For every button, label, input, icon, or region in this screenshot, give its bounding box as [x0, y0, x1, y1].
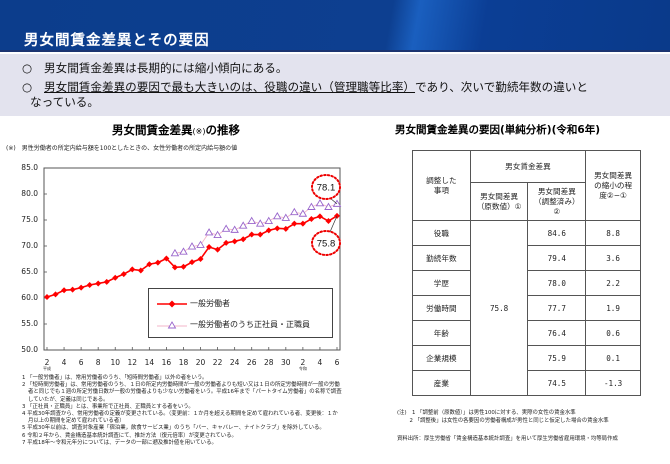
red-diamond-line-icon — [157, 300, 187, 307]
footnote: 2 「短時間労働者」は、常用労働者のうち、１日の所定内労働時間が一般の労働者より… — [22, 382, 342, 403]
bullet-underlined-text: 男女間賃金差異の要因で最も大きいのは、役職の違い（管理職等比率） — [44, 80, 416, 94]
x-tick-label: 22 — [212, 358, 223, 367]
bullet-text: であり、次いで勤続年数の違いと — [415, 80, 588, 94]
summary-bullet-1: ○ 男女間賃金差異は長期的には縮小傾向にある。 — [22, 61, 287, 76]
header-reduction: 男女間差異の縮小の程度②−① — [585, 150, 641, 221]
footnote: 6 令和２年から、賃金構造基本統計調査にて、推計方法（復元倍率）が変更されている… — [22, 432, 237, 439]
chart-title: 男女間賃金差異(※)の推移 — [112, 123, 240, 137]
header-adjusted-item: 調整した事項 — [412, 150, 471, 221]
adjusted-value: 75.9 — [527, 345, 587, 371]
adjusted-value: 76.4 — [527, 320, 587, 346]
reduction-value: 2.2 — [585, 270, 641, 296]
x-tick-label: 8 — [95, 358, 101, 367]
table-row: 企業規模 75.9 0.1 — [412, 345, 641, 371]
reduction-value: 3.6 — [585, 245, 641, 271]
x-tick-label: 2 平成 — [43, 358, 51, 371]
raw-value-cell: 75.8 — [469, 220, 529, 396]
x-tick-label: 4 — [317, 358, 323, 367]
factor-name: 企業規模 — [412, 345, 471, 371]
factor-name: 労働時間 — [412, 295, 471, 321]
svg-text:78.1: 78.1 — [317, 183, 336, 194]
summary-box: ○ 男女間賃金差異は長期的には縮小傾向にある。 ○ 男女間賃金差異の要因で最も大きい… — [0, 54, 670, 116]
x-tick-label: 20 — [195, 358, 206, 367]
y-tick-label: 55.0 — [21, 319, 38, 328]
footnote: 7 平成18年～令和元年分については、データの一部に遡及推計値を用いている。 — [22, 439, 217, 446]
reduction-value: 0.6 — [585, 320, 641, 346]
adjusted-value: 74.5 — [527, 370, 587, 396]
factor-name: 年齢 — [412, 320, 471, 346]
x-tick-label: 26 — [246, 358, 257, 367]
table-row: 役職 75.8 84.6 8.8 — [412, 220, 641, 396]
table-row: 学歴 78.0 2.2 — [412, 270, 641, 296]
x-tick-label: 24 — [229, 358, 240, 367]
factor-name: 役職 — [412, 220, 471, 246]
x-tick-label: 10 — [110, 358, 120, 367]
chart-footnotes: 1 「一般労働者」は、常用労働者のうち、「短時間労働者」以外の者をいう。 2 「短… — [22, 375, 342, 447]
slide-title: 男女間賃金差異とその要因 — [24, 33, 210, 49]
triangle-line-icon — [157, 320, 187, 328]
x-tick-label: 4 — [61, 358, 67, 367]
y-tick-label: 80.0 — [21, 189, 38, 198]
header-adjusted-value: 男女間差異（調整済み）② — [527, 182, 587, 221]
x-tick-label: 18 — [178, 358, 189, 367]
plot-area: 78.1 75.8 — [43, 167, 342, 351]
table-note: 2 「調整後」は女性の各要因の労働者構成が男性と同じと仮定した場合の賃金水準 — [397, 418, 609, 424]
chart-note: (※) 男性労働者の所定内給与額を100としたときの、女性労働者の所定内給与額の… — [6, 145, 238, 152]
reduction-value: 0.1 — [585, 345, 641, 371]
bullet-continuation: なっている。 — [30, 95, 99, 109]
table-row: 労働時間 77.7 1.9 — [412, 295, 641, 321]
factor-name: 学歴 — [412, 270, 471, 296]
slide-header: 男女間賃金差異とその要因 — [0, 0, 670, 52]
table-source: 資料出所：厚生労働省「賃金構造基本統計調査」を用いて厚生労働省雇用環境・均等局作… — [397, 436, 618, 442]
wage-gap-factors-table: 調整した事項 男女賃金差異 男女間差異の縮小の程度②−① 男女間差異（原数値）①… — [412, 150, 641, 396]
y-tick-label: 75.0 — [21, 215, 38, 224]
factor-name: 産業 — [412, 370, 471, 396]
reduction-value: 8.8 — [585, 220, 641, 246]
x-tick-label: 6 — [78, 358, 84, 367]
summary-bullet-2: ○ 男女間賃金差異の要因で最も大きいのは、役職の違い（管理職等比率）であり、次いで… — [22, 80, 652, 110]
footnote: 4 平成30年調査から、常用労働者の定義が変更されている。（変更前：１か月を超え… — [22, 411, 338, 425]
x-tick-label: 6 — [334, 358, 340, 367]
header-wage-gap-group: 男女賃金差異 — [469, 150, 587, 183]
y-tick-label: 60.0 — [21, 293, 38, 302]
legend-item-regular: 一般労働者のうち正社員・正職員 — [157, 319, 310, 330]
footnote: 1 「一般労働者」は、常用労働者のうち、「短時間労働者」以外の者をいう。 — [22, 375, 208, 381]
table-note: (注) 1 「調整前（原数値）」は男性100に対する、実際の女性の賃金水準 — [397, 410, 576, 416]
y-tick-label: 50.0 — [21, 345, 38, 354]
table-title: 男女間賃金差異の要因(単純分析)(令和6年) — [395, 124, 601, 136]
table-row: 年齢 76.4 0.6 — [412, 320, 641, 346]
reduction-value: 1.9 — [585, 295, 641, 321]
footnote: 3 「正社員・正職員」とは、事業所で正社員、正職員とする者をいう。 — [22, 403, 194, 410]
adjusted-value: 78.0 — [527, 270, 587, 296]
y-tick-label: 85.0 — [21, 163, 38, 172]
footnote: 5 平成30年以前は、調査対象産業「宿泊業，飲食サービス業」のうち「バー、キャバ… — [22, 425, 325, 432]
reduction-value: -1.3 — [585, 370, 641, 396]
legend-item-general: 一般労働者 — [157, 298, 230, 309]
wage-gap-line-chart: 85.0 80.0 75.0 70.0 65.0 60.0 55.0 50.0 2 平成 4 6 8 1… — [0, 160, 350, 375]
adjusted-value: 77.7 — [527, 295, 587, 321]
x-tick-label: 14 — [144, 358, 155, 367]
chart-legend: 一般労働者 一般労働者のうち正社員・正職員 — [148, 288, 333, 338]
x-tick-label: 16 — [161, 358, 172, 367]
y-tick-label: 70.0 — [21, 241, 38, 250]
table-row: 勤続年数 79.4 3.6 — [412, 245, 641, 271]
y-tick-label: 65.0 — [21, 267, 38, 276]
svg-text:75.8: 75.8 — [317, 239, 336, 250]
adjusted-value: 84.6 — [527, 220, 587, 246]
x-tick-label: 28 — [263, 358, 274, 367]
table-notes: (注) 1 「調整前（原数値）」は男性100に対する、実際の女性の賃金水準 2 … — [397, 409, 609, 425]
circle-bullet-icon: ○ — [22, 80, 33, 94]
circle-bullet-icon: ○ — [22, 61, 33, 75]
bullet-text: 男女間賃金差異は長期的には縮小傾向にある。 — [44, 61, 288, 75]
header-raw-value: 男女間差異（原数値）① — [469, 182, 529, 221]
x-tick-label: 12 — [127, 358, 138, 367]
table-row: 産業 74.5 -1.3 — [412, 370, 641, 396]
adjusted-value: 79.4 — [527, 245, 587, 271]
factor-name: 勤続年数 — [412, 245, 471, 271]
x-tick-label: 30 — [281, 358, 291, 367]
x-tick-label: 2 令和 — [298, 358, 307, 371]
